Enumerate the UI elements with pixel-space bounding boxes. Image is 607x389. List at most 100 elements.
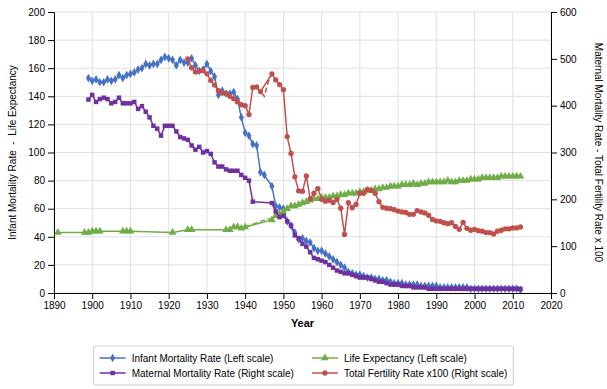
- marker: [457, 227, 462, 232]
- marker: [281, 213, 285, 217]
- y2-axis-tick: 0: [551, 288, 566, 299]
- y2-axis-tick-label: 500: [560, 54, 577, 65]
- x-axis-tick-mark: [245, 293, 246, 299]
- y-axis-tick-label: 140: [28, 91, 45, 102]
- legend-item: Infant Mortality Rate (Left scale): [100, 353, 274, 364]
- line: [188, 59, 521, 235]
- marker: [499, 287, 503, 291]
- y-axis-tick-mark: [48, 68, 54, 69]
- y2-axis-tick-label: 0: [560, 288, 566, 299]
- marker: [342, 232, 347, 237]
- marker: [296, 236, 300, 240]
- x-axis-tick-mark: [169, 293, 170, 299]
- marker: [388, 282, 392, 286]
- x-axis-tick-mark: [283, 293, 284, 299]
- legend-item: Total Fertility Rate x100 (Right scale): [312, 368, 507, 379]
- marker: [453, 287, 457, 291]
- x-axis-tick-label: 1980: [387, 300, 410, 311]
- marker: [246, 131, 251, 140]
- marker: [147, 61, 152, 70]
- line: [58, 176, 521, 232]
- y-axis-tick-label: 0: [39, 288, 45, 299]
- marker: [109, 76, 114, 85]
- plot: 1890190019101920193019401950196019701980…: [7, 7, 604, 329]
- marker: [281, 87, 286, 92]
- x-axis-tick: 1960: [311, 293, 334, 311]
- marker: [224, 167, 228, 171]
- marker: [197, 145, 201, 149]
- x-axis-tick-mark: [207, 293, 208, 299]
- x-axis-tick-label: 2020: [540, 300, 563, 311]
- x-axis-tick: 1900: [82, 293, 105, 311]
- marker: [121, 101, 125, 105]
- marker: [449, 287, 453, 291]
- line-dashed: [257, 74, 272, 96]
- y2-axis-tick-mark: [551, 199, 557, 200]
- line: [88, 57, 520, 290]
- marker: [136, 107, 140, 111]
- y2-axis-tick-label: 300: [560, 147, 577, 158]
- marker: [285, 219, 289, 223]
- y-axis-tick-mark: [48, 209, 54, 210]
- y2-axis-tick-mark: [551, 246, 557, 247]
- x-axis-tick: 1940: [235, 293, 258, 311]
- marker: [101, 95, 105, 99]
- marker: [193, 147, 197, 151]
- marker: [400, 284, 404, 288]
- grid-line-y: [54, 96, 551, 97]
- y-axis-tick-label: 180: [28, 35, 45, 46]
- marker: [269, 71, 274, 76]
- marker: [132, 100, 136, 104]
- y-axis-tick-label: 100: [28, 147, 45, 158]
- x-axis-tick-label: 2010: [502, 300, 525, 311]
- series: [245, 219, 272, 227]
- marker: [94, 100, 98, 104]
- marker: [288, 151, 293, 156]
- y-axis-tick-mark: [48, 153, 54, 154]
- legend-frame: [94, 346, 514, 385]
- x-axis-tick-mark: [436, 293, 437, 299]
- marker: [480, 287, 484, 291]
- x-axis-tick: 1990: [426, 293, 449, 311]
- marker: [472, 287, 476, 291]
- marker: [155, 126, 159, 130]
- marker: [327, 263, 331, 267]
- series: [257, 74, 272, 96]
- x-axis-tick-label: 1920: [158, 300, 181, 311]
- marker: [315, 186, 320, 191]
- marker: [269, 182, 274, 191]
- y2-axis-title: Maternal Mortality Rate - Total Fertilit…: [593, 43, 604, 263]
- marker: [151, 124, 155, 128]
- y2-axis-tick: 600: [551, 7, 577, 18]
- x-axis-line: [55, 294, 552, 300]
- line: [88, 95, 520, 289]
- marker: [312, 256, 316, 260]
- marker: [274, 209, 278, 213]
- marker: [144, 110, 148, 114]
- marker: [205, 149, 209, 153]
- marker: [373, 278, 377, 282]
- marker: [457, 287, 461, 291]
- marker: [250, 140, 255, 149]
- marker: [174, 129, 178, 133]
- marker: [182, 136, 186, 140]
- marker: [228, 169, 232, 173]
- marker: [128, 69, 133, 78]
- y2-axis-tick: 500: [551, 54, 577, 65]
- y2-axis-tick: 100: [551, 241, 577, 252]
- legend-label: Infant Mortality Rate (Left scale): [132, 353, 274, 364]
- marker: [204, 71, 209, 76]
- legend-marker: [110, 354, 115, 363]
- marker: [189, 143, 193, 147]
- y-axis-tick-mark: [48, 124, 54, 125]
- marker: [381, 280, 385, 284]
- y-axis-tick-label: 200: [28, 7, 45, 18]
- x-axis-tick-label: 1940: [235, 300, 258, 311]
- y-axis-tick: 180: [28, 35, 54, 46]
- legend-marker: [110, 371, 114, 375]
- x-axis-tick: 2000: [464, 293, 487, 311]
- x-axis-tick: 1910: [120, 293, 143, 311]
- grid-line-y: [54, 12, 551, 13]
- grid: [54, 12, 551, 293]
- x-axis-tick: 1920: [158, 293, 181, 311]
